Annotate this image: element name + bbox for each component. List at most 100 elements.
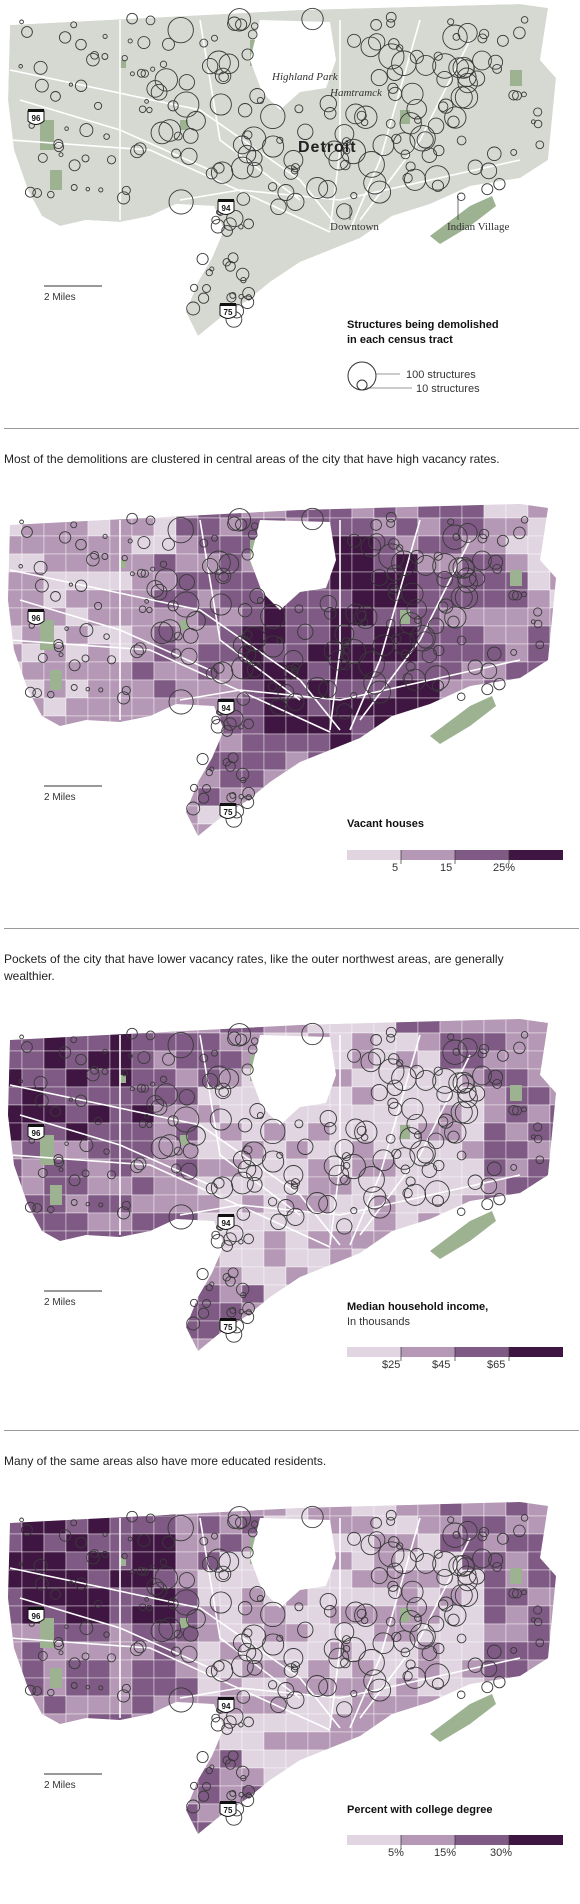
demolition-circle (416, 631, 434, 649)
demolition-circle (267, 1197, 278, 1207)
demolition-circle (190, 283, 199, 292)
census-tract (175, 1551, 199, 1571)
census-tract (439, 1266, 463, 1286)
svg-text:96: 96 (32, 1612, 41, 1621)
demolition-circle (437, 1116, 449, 1127)
demolition-circle (456, 135, 467, 146)
census-tract (87, 1502, 111, 1517)
road (9, 1154, 331, 1248)
demolition-circle (154, 568, 178, 592)
park (120, 1558, 126, 1566)
census-tract (307, 1502, 331, 1517)
census-tract (549, 643, 556, 663)
census-tract (527, 715, 551, 735)
census-tract (307, 1338, 331, 1351)
census-tract (461, 504, 485, 519)
census-tract (263, 1713, 287, 1733)
census-tract (197, 1104, 221, 1124)
demolition-circle (226, 792, 237, 803)
census-tract (395, 1032, 419, 1052)
census-tract (87, 535, 111, 555)
census-tract (549, 1176, 556, 1196)
census-tract (439, 751, 463, 771)
census-tract (8, 1302, 23, 1322)
census-tract (109, 1122, 133, 1142)
demolition-circle (448, 57, 470, 79)
census-tract (153, 715, 177, 735)
census-tract (307, 1284, 331, 1304)
demolition-circle (19, 519, 24, 525)
park (50, 1185, 62, 1205)
demolition-circle (199, 38, 209, 48)
demolition-circle (530, 619, 536, 625)
demolition-circle (74, 579, 88, 592)
demolition-circle (146, 1604, 153, 1612)
census-tract (439, 1785, 463, 1805)
census-tract (483, 1731, 507, 1751)
census-tract (153, 1194, 177, 1214)
census-tract (483, 589, 507, 609)
demolition-circle (454, 585, 479, 610)
label-detroit: Detroit (298, 139, 357, 156)
demolition-circle (167, 1115, 179, 1127)
demolition-circle (75, 38, 87, 51)
demolition-circle (368, 533, 386, 551)
census-tract (285, 1767, 309, 1787)
census-tract (395, 1695, 419, 1715)
demolition-circle (432, 53, 458, 79)
demolition-circle (392, 1147, 416, 1170)
demolition-circle (101, 53, 109, 60)
demolition-circle (256, 1594, 264, 1603)
demolition-circle (221, 725, 233, 737)
demolition-circle (256, 96, 264, 105)
demolition-circle (301, 7, 324, 31)
demolition-circle (319, 1592, 337, 1611)
road (349, 1034, 421, 1246)
census-tract (21, 1659, 45, 1679)
demolition-circle (240, 295, 255, 309)
census-tract (8, 679, 23, 699)
demolition-circle (478, 1043, 490, 1055)
svg-text:2 Miles: 2 Miles (44, 1780, 76, 1791)
census-tract (131, 1086, 155, 1106)
demolition-circle (227, 508, 252, 532)
demolition-circle (456, 635, 467, 646)
census-tract (175, 1266, 199, 1286)
demolition-circle (467, 659, 483, 675)
demolition-circle (262, 1150, 285, 1173)
demolition-circle (243, 718, 254, 730)
demolition-circle (452, 1048, 461, 1056)
demolition-circle (150, 1136, 174, 1160)
demolition-circle (249, 1103, 266, 1119)
demolition-circle (137, 36, 151, 50)
demolition-circle (150, 566, 156, 572)
demolition-circle (243, 1628, 253, 1638)
census-tract (373, 697, 397, 717)
roads (9, 19, 521, 233)
road (19, 1597, 211, 1669)
census-tract (87, 1695, 111, 1715)
census-tract (527, 751, 551, 771)
demolition-circle (144, 1114, 149, 1119)
demolition-circle (432, 1068, 458, 1094)
demolition-circle (513, 26, 526, 40)
census-tract (527, 1641, 551, 1661)
census-tract (8, 1821, 23, 1834)
demolition-circle (442, 1039, 468, 1065)
census-tract (21, 535, 45, 555)
census-tract (395, 751, 419, 771)
demolition-circle (171, 648, 182, 659)
highway-shield-96: 96 (27, 609, 45, 625)
demolition-circle (58, 652, 64, 658)
census-tract (373, 1569, 397, 1589)
census-tract (505, 1623, 529, 1643)
demolition-circle (85, 1201, 91, 1207)
census-tract (8, 697, 23, 717)
census-tract (175, 1302, 199, 1322)
census-tract (219, 1731, 243, 1751)
demolition-circle (456, 1207, 466, 1217)
census-tract (21, 1502, 45, 1517)
demolition-circle (167, 1031, 194, 1059)
census-tract (549, 697, 556, 717)
